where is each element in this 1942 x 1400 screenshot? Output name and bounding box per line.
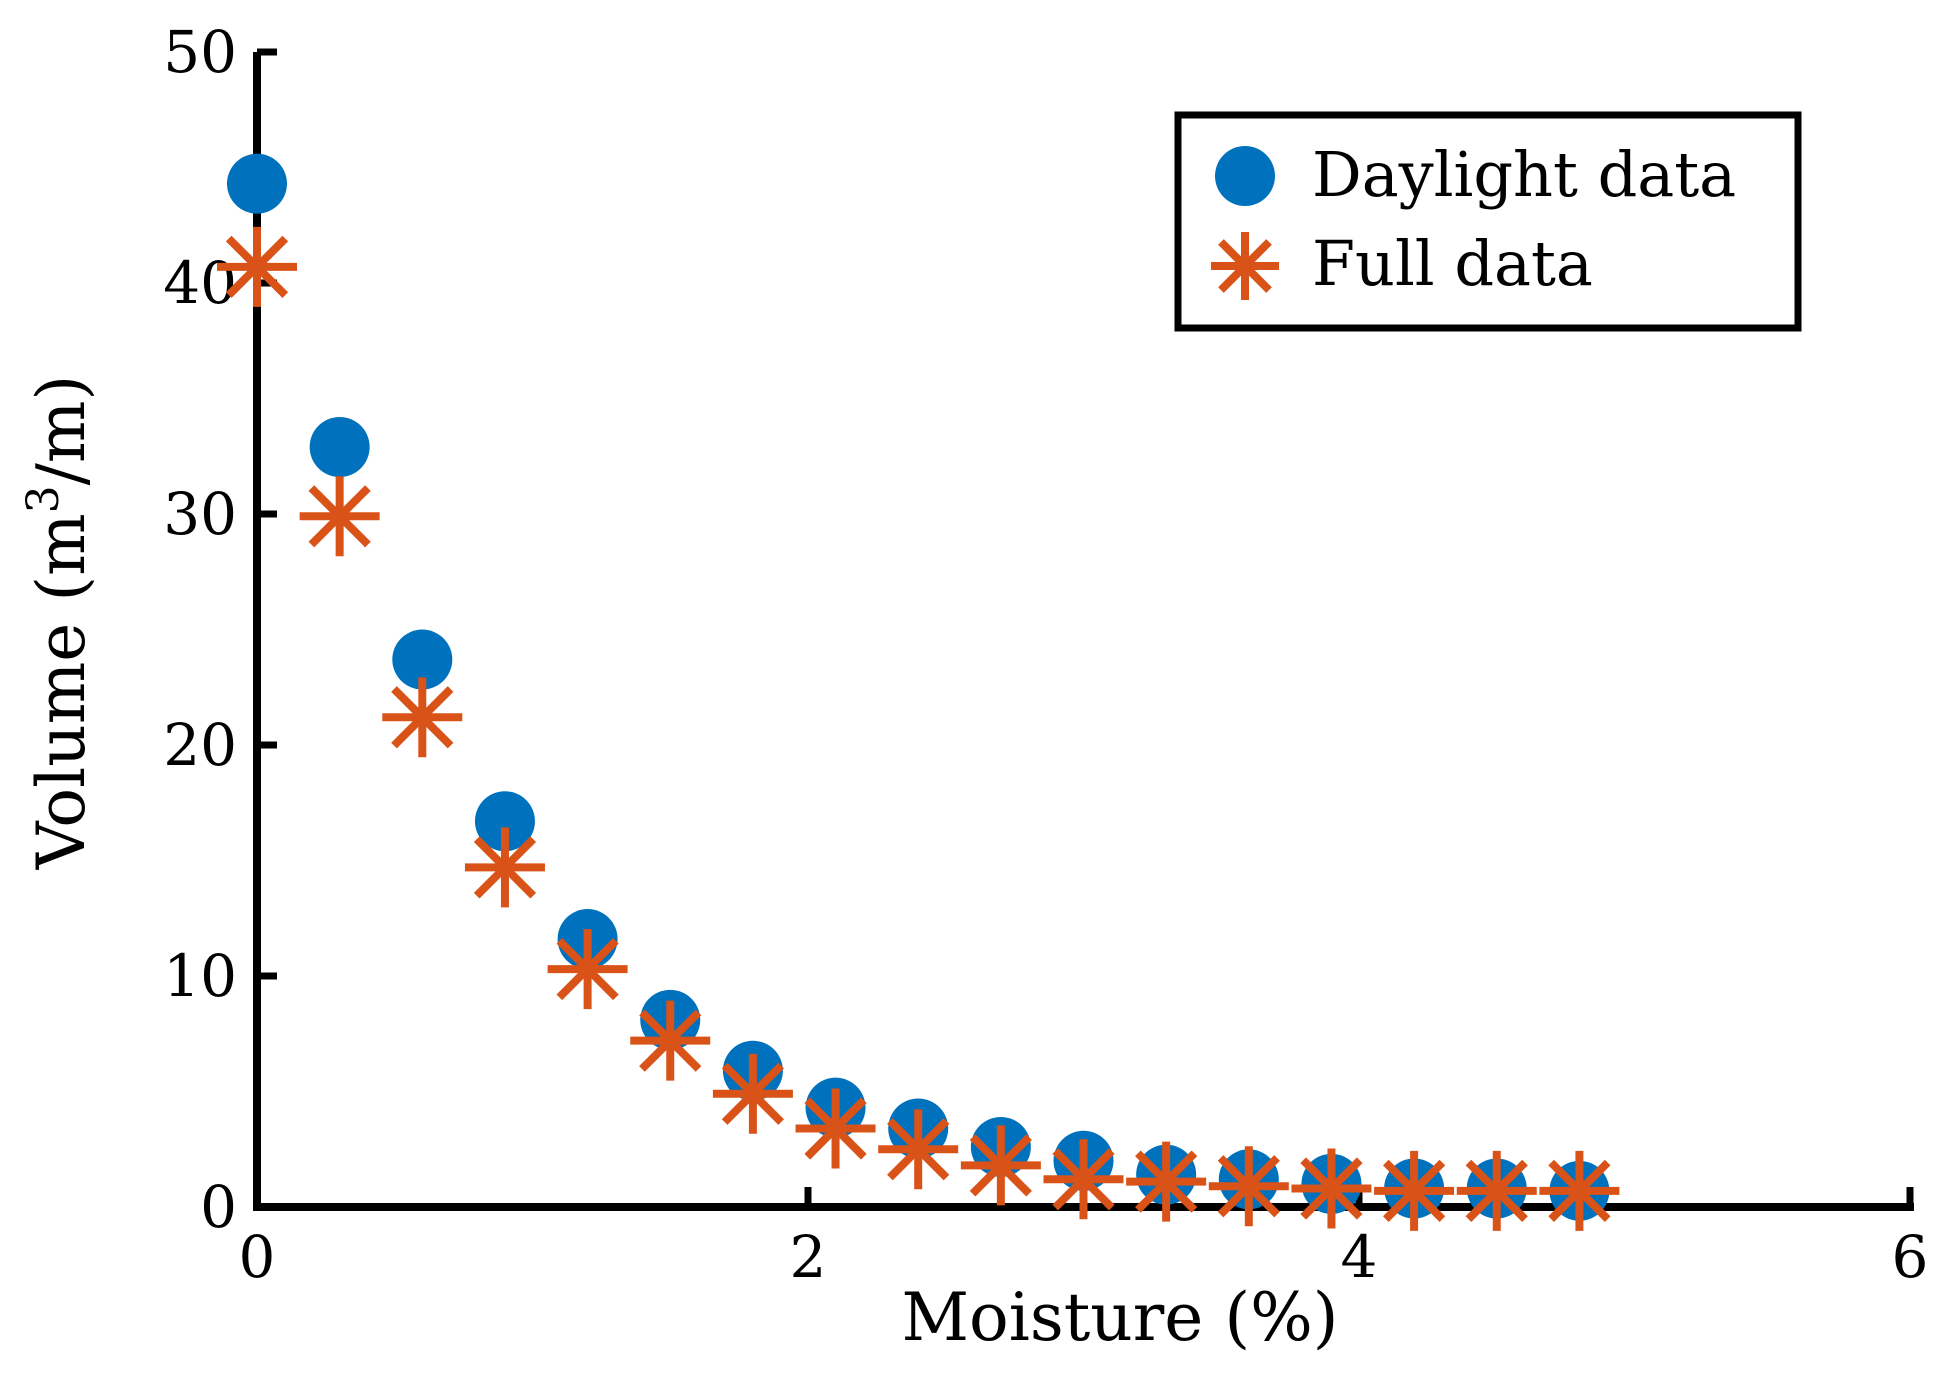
y-tick-label: 20 xyxy=(163,711,237,779)
y-axis-title-end: /m) xyxy=(23,375,100,486)
legend-marker-full-data xyxy=(1211,232,1279,300)
full-data-point xyxy=(878,1109,959,1190)
full-data-point xyxy=(1374,1150,1455,1231)
x-ticks: 0 2 4 6 xyxy=(239,1187,1929,1291)
full-data-point xyxy=(1208,1146,1289,1227)
full-data-point xyxy=(712,1053,793,1134)
legend-asterisk xyxy=(1211,232,1279,300)
full-data-point xyxy=(960,1125,1041,1206)
daylight-data-point xyxy=(227,153,287,214)
full-data-point xyxy=(1456,1150,1537,1231)
legend-marker-daylight-data xyxy=(1215,146,1275,206)
daylight-data-point xyxy=(309,417,370,478)
full-data-point xyxy=(299,476,380,557)
full-data-point xyxy=(1539,1150,1620,1231)
legend: Daylight data Full data xyxy=(1174,111,1802,332)
full-data-point xyxy=(1126,1141,1207,1222)
data-points xyxy=(217,153,1620,1231)
full-data-point xyxy=(1291,1148,1372,1229)
y-axis-title-main: Volume (m xyxy=(23,513,100,870)
full-data-point xyxy=(382,677,463,758)
y-tick-label: 10 xyxy=(163,942,237,1010)
y-tick-label: 40 xyxy=(163,249,237,317)
daylight-data-point xyxy=(392,629,453,690)
legend-label-full-data: Full data xyxy=(1312,227,1593,300)
y-axis-title-superscript: 3 xyxy=(18,485,69,513)
x-tick-label: 4 xyxy=(1341,1223,1378,1291)
full-data-point xyxy=(217,226,297,307)
x-axis-title: Moisture (%) xyxy=(901,1279,1338,1356)
legend-label-daylight-data: Daylight data xyxy=(1312,138,1736,211)
full-data-point xyxy=(795,1088,876,1169)
x-tick-label: 0 xyxy=(239,1223,276,1291)
full-data-point xyxy=(630,1000,711,1081)
x-tick-label: 2 xyxy=(790,1223,827,1291)
full-data-point xyxy=(464,827,545,908)
full-data-point xyxy=(547,929,628,1010)
full-data-point xyxy=(1043,1139,1124,1220)
daylight-data-point xyxy=(474,791,535,852)
y-tick-label: 50 xyxy=(163,18,237,86)
x-tick-label: 6 xyxy=(1892,1223,1929,1291)
y-tick-label: 0 xyxy=(200,1173,237,1241)
legend-box xyxy=(1174,111,1802,332)
y-ticks: 0 10 20 30 40 50 xyxy=(163,18,277,1241)
y-tick-label: 30 xyxy=(163,480,237,548)
y-axis-title: Volume (m3/m) xyxy=(18,375,100,871)
